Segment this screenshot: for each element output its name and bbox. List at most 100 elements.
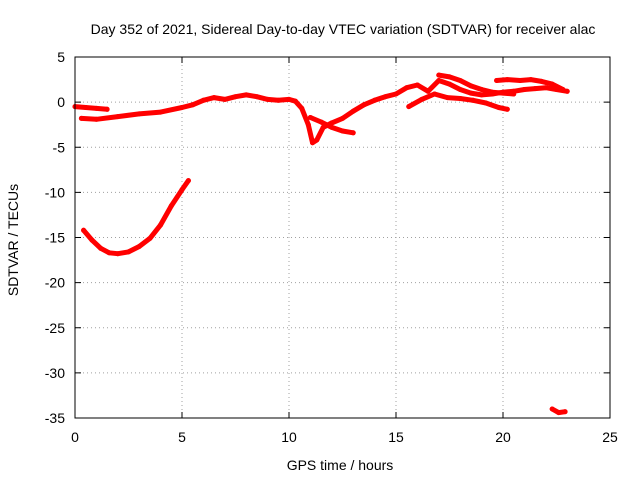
data-series: [72, 72, 570, 416]
data-point: [521, 87, 527, 92]
x-tick-label: 15: [388, 429, 404, 445]
y-tick-label: -30: [45, 365, 65, 381]
data-point: [556, 410, 562, 416]
data-point: [318, 119, 324, 125]
chart-title: Day 352 of 2021, Sidereal Day-to-day VTE…: [91, 21, 596, 37]
data-point: [419, 96, 425, 102]
data-point: [314, 137, 320, 143]
y-tick-label: 0: [57, 94, 65, 110]
data-point: [299, 105, 305, 111]
data-point: [414, 82, 420, 88]
x-tick-label: 10: [281, 429, 297, 445]
data-point: [292, 98, 298, 104]
y-axis-ticks: 5 0 -5 -10 -15 -20 -25 -30 -35: [45, 49, 610, 426]
data-point: [136, 111, 142, 117]
x-tick-label: 5: [178, 429, 186, 445]
data-point: [136, 244, 142, 249]
data-point: [340, 115, 345, 121]
series-track-a-low: [78, 78, 570, 146]
data-point: [222, 96, 228, 102]
data-point: [479, 92, 485, 98]
series-tail-late: [549, 406, 568, 416]
data-point: [468, 90, 474, 96]
series-track-f-end: [494, 77, 566, 92]
data-point: [265, 96, 271, 102]
data-point: [444, 95, 450, 101]
y-tick-label: -10: [45, 184, 65, 200]
data-point: [179, 187, 185, 193]
data-point: [539, 78, 544, 84]
data-point: [98, 245, 104, 251]
data-point: [543, 85, 549, 91]
data-point: [393, 91, 399, 97]
data-point: [93, 105, 99, 111]
data-point: [305, 122, 311, 128]
data-point: [158, 109, 164, 115]
data-point: [468, 83, 474, 89]
data-point: [78, 115, 84, 121]
data-point: [126, 249, 131, 255]
data-point: [83, 105, 89, 110]
data-point: [489, 89, 495, 95]
grid: [75, 57, 610, 418]
y-axis-label: SDTVAR / TECUs: [5, 184, 21, 296]
data-point: [310, 140, 315, 146]
x-axis-label: GPS time / hours: [287, 457, 394, 473]
y-tick-label: -20: [45, 275, 65, 291]
data-point: [496, 105, 502, 110]
data-point: [168, 203, 174, 209]
data-point: [179, 105, 185, 110]
data-point: [147, 235, 153, 241]
series-track-c-noon: [307, 115, 356, 136]
data-point: [447, 74, 452, 80]
series-track-d-evening: [406, 91, 510, 112]
data-point: [93, 116, 99, 122]
data-point: [115, 114, 121, 120]
data-point: [233, 94, 238, 100]
series-arc-early: [81, 178, 191, 257]
data-point: [528, 77, 534, 83]
data-point: [211, 95, 217, 101]
data-point: [350, 108, 356, 114]
data-point: [436, 72, 442, 78]
y-tick-label: -25: [45, 320, 65, 336]
data-point: [560, 87, 566, 92]
y-tick-label: -15: [45, 230, 65, 246]
data-point: [564, 88, 570, 94]
data-point: [372, 97, 378, 103]
data-point: [361, 102, 367, 108]
data-point: [457, 78, 463, 83]
data-point: [329, 124, 335, 130]
y-tick-label: 5: [57, 49, 65, 65]
data-point: [104, 106, 110, 112]
data-point: [404, 85, 410, 91]
data-point: [549, 406, 555, 412]
data-point: [275, 97, 281, 103]
data-point: [457, 87, 463, 92]
data-point: [479, 87, 485, 92]
data-point: [115, 251, 121, 257]
data-point: [307, 115, 313, 120]
data-point: [190, 102, 196, 108]
data-point: [436, 78, 442, 83]
data-point: [243, 92, 249, 98]
data-point: [432, 91, 437, 97]
data-point: [511, 91, 517, 97]
data-point: [483, 100, 489, 106]
data-point: [406, 104, 412, 110]
data-point: [350, 130, 356, 136]
y-tick-label: -35: [45, 410, 65, 426]
data-point: [106, 250, 112, 256]
data-point: [562, 409, 568, 415]
data-point: [504, 106, 510, 112]
data-point: [340, 128, 345, 134]
data-point: [81, 227, 87, 233]
series-track-e-late: [436, 72, 517, 97]
data-point: [286, 96, 292, 102]
x-tick-label: 25: [602, 429, 618, 445]
data-point: [494, 78, 500, 83]
x-tick-label: 0: [71, 429, 79, 445]
data-point: [185, 178, 191, 184]
